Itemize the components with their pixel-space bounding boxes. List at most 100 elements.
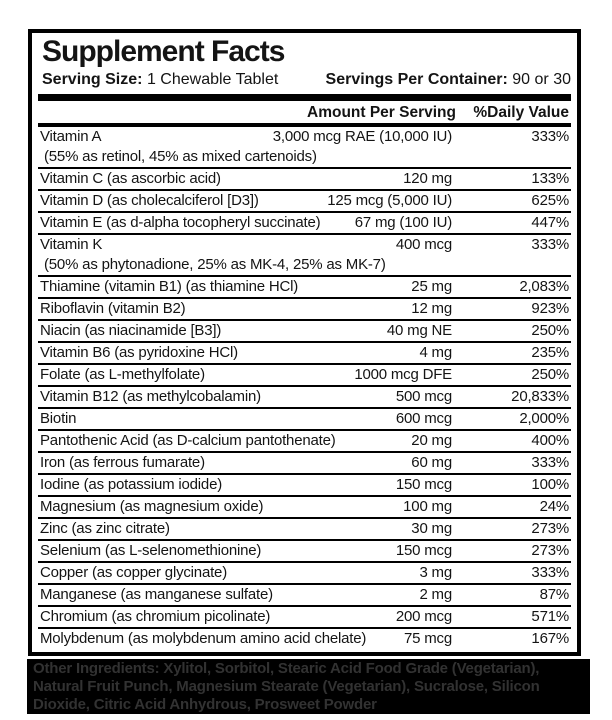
nutrient-row: Iron (as ferrous fumarate) 60 mg 333% [38, 453, 571, 475]
nutrient-row-main: Vitamin A 3,000 mcg RAE (10,000 IU) 333% [38, 127, 571, 147]
nutrient-row-main: Chromium (as chromium picolinate) 200 mc… [38, 607, 571, 627]
nutrient-row-main: Vitamin C (as ascorbic acid) 120 mg 133% [38, 169, 571, 189]
nutrient-row-main: Copper (as copper glycinate) 3 mg 333% [38, 563, 571, 583]
nutrient-daily-value: 100% [531, 476, 569, 493]
nutrient-rows: Vitamin A 3,000 mcg RAE (10,000 IU) 333%… [38, 127, 571, 649]
other-ingredients: Other Ingredients: Xylitol, Sorbitol, St… [27, 659, 590, 714]
nutrient-row: Vitamin B6 (as pyridoxine HCl) 4 mg 235% [38, 343, 571, 365]
nutrient-row-main: Zinc (as zinc citrate) 30 mg 273% [38, 519, 571, 539]
nutrient-daily-value: 250% [531, 322, 569, 339]
nutrient-row: Riboflavin (vitamin B2) 12 mg 923% [38, 299, 571, 321]
nutrient-row-main: Vitamin K 400 mcg 333% [38, 235, 571, 255]
nutrient-daily-value: 273% [531, 542, 569, 559]
nutrient-row: Selenium (as L-selenomethionine) 150 mcg… [38, 541, 571, 563]
nutrient-name: Zinc (as zinc citrate) [40, 520, 170, 537]
other-ingredients-label: Other Ingredients: [33, 660, 160, 677]
nutrient-name: Vitamin E (as d-alpha tocopheryl succina… [40, 214, 321, 231]
nutrient-row-main: Manganese (as manganese sulfate) 2 mg 87… [38, 585, 571, 605]
nutrient-row-main: Folate (as L-methylfolate) 1000 mcg DFE … [38, 365, 571, 385]
column-headers: Amount Per Serving %Daily Value [38, 101, 571, 123]
nutrient-amount: 2 mg [419, 586, 452, 603]
servings-per-container-value: 90 or 30 [512, 71, 571, 88]
nutrient-daily-value: 235% [531, 344, 569, 361]
panel-title: Supplement Facts [42, 35, 285, 68]
nutrient-daily-value: 133% [531, 170, 569, 187]
nutrient-amount: 600 mcg [395, 410, 452, 427]
nutrient-amount: 1000 mcg DFE [354, 366, 452, 383]
nutrient-name: Riboflavin (vitamin B2) [40, 300, 186, 317]
nutrient-row: Vitamin A 3,000 mcg RAE (10,000 IU) 333%… [38, 127, 571, 169]
nutrient-row-main: Vitamin D (as cholecalciferol [D3]) 125 … [38, 191, 571, 211]
nutrient-row: Magnesium (as magnesium oxide) 100 mg 24… [38, 497, 571, 519]
nutrient-name: Pantothenic Acid (as D-calcium pantothen… [40, 432, 336, 449]
nutrient-daily-value: 250% [531, 366, 569, 383]
nutrient-daily-value: 167% [531, 630, 569, 647]
nutrient-row: Iodine (as potassium iodide) 150 mcg 100… [38, 475, 571, 497]
supplement-facts-panel: Supplement Facts Serving Size: 1 Chewabl… [28, 29, 581, 656]
nutrient-daily-value: 400% [531, 432, 569, 449]
nutrient-amount: 4 mg [419, 344, 452, 361]
nutrient-amount: 30 mg [411, 520, 452, 537]
nutrient-row-main: Vitamin E (as d-alpha tocopheryl succina… [38, 213, 571, 233]
nutrient-daily-value: 24% [539, 498, 570, 515]
serving-info: Serving Size: 1 Chewable Tablet Servings… [38, 69, 571, 94]
nutrient-name: Vitamin K [40, 236, 103, 253]
nutrient-daily-value: 87% [539, 586, 570, 603]
column-header-daily-value: %Daily Value [473, 104, 569, 121]
nutrient-name: Iron (as ferrous fumarate) [40, 454, 205, 471]
nutrient-daily-value: 447% [531, 214, 569, 231]
nutrient-name: Iodine (as potassium iodide) [40, 476, 223, 493]
nutrient-name: Folate (as L-methylfolate) [40, 366, 205, 383]
nutrient-row: Vitamin C (as ascorbic acid) 120 mg 133% [38, 169, 571, 191]
nutrient-name: Vitamin B6 (as pyridoxine HCl) [40, 344, 238, 361]
nutrient-daily-value: 2,000% [519, 410, 569, 427]
nutrient-row-main: Iodine (as potassium iodide) 150 mcg 100… [38, 475, 571, 495]
nutrient-name: Niacin (as niacinamide [B3]) [40, 322, 222, 339]
nutrient-row: Vitamin E (as d-alpha tocopheryl succina… [38, 213, 571, 235]
nutrient-row: Biotin 600 mcg 2,000% [38, 409, 571, 431]
nutrient-note: (55% as retinol, 45% as mixed cartenoids… [44, 148, 317, 165]
nutrient-row-main: Thiamine (vitamin B1) (as thiamine HCl) … [38, 277, 571, 297]
nutrient-amount: 150 mcg [395, 476, 452, 493]
serving-size-label: Serving Size: [42, 71, 143, 88]
nutrient-row: Niacin (as niacinamide [B3]) 40 mg NE 25… [38, 321, 571, 343]
nutrient-amount: 500 mcg [395, 388, 452, 405]
nutrient-amount: 150 mcg [395, 542, 452, 559]
serving-size-value: 1 Chewable Tablet [146, 71, 279, 88]
nutrient-row-main: Iron (as ferrous fumarate) 60 mg 333% [38, 453, 571, 473]
nutrient-name: Magnesium (as magnesium oxide) [40, 498, 264, 515]
nutrient-row-main: Molybdenum (as molybdenum amino acid che… [38, 629, 571, 649]
nutrient-row-main: Biotin 600 mcg 2,000% [38, 409, 571, 429]
divider-thick [38, 94, 571, 101]
nutrient-row: Zinc (as zinc citrate) 30 mg 273% [38, 519, 571, 541]
nutrient-row-main: Riboflavin (vitamin B2) 12 mg 923% [38, 299, 571, 319]
nutrient-row-main: Vitamin B12 (as methylcobalamin) 500 mcg… [38, 387, 571, 407]
serving-size: Serving Size: 1 Chewable Tablet [42, 70, 278, 90]
nutrient-daily-value: 333% [531, 564, 569, 581]
nutrient-amount: 100 mg [403, 498, 452, 515]
nutrient-row: Vitamin D (as cholecalciferol [D3]) 125 … [38, 191, 571, 213]
nutrient-name: Vitamin B12 (as methylcobalamin) [40, 388, 261, 405]
nutrient-amount: 40 mg NE [386, 322, 452, 339]
nutrient-amount: 12 mg [411, 300, 452, 317]
nutrient-name: Selenium (as L-selenomethionine) [40, 542, 262, 559]
nutrient-name: Molybdenum (as molybdenum amino acid che… [40, 630, 367, 647]
nutrient-row: Manganese (as manganese sulfate) 2 mg 87… [38, 585, 571, 607]
nutrient-name: Copper (as copper glycinate) [40, 564, 227, 581]
nutrient-name: Chromium (as chromium picolinate) [40, 608, 271, 625]
nutrient-row: Pantothenic Acid (as D-calcium pantothen… [38, 431, 571, 453]
nutrient-amount: 60 mg [411, 454, 452, 471]
other-ingredients-text: Xylitol, Sorbitol, Stearic Acid Food Gra… [33, 660, 540, 713]
nutrient-row: Chromium (as chromium picolinate) 200 mc… [38, 607, 571, 629]
nutrient-row-main: Vitamin B6 (as pyridoxine HCl) 4 mg 235% [38, 343, 571, 363]
nutrient-note: (50% as phytonadione, 25% as MK-4, 25% a… [44, 256, 386, 273]
servings-per-container-label: Servings Per Container: [325, 71, 508, 88]
nutrient-name: Vitamin D (as cholecalciferol [D3]) [40, 192, 259, 209]
nutrient-name: Thiamine (vitamin B1) (as thiamine HCl) [40, 278, 299, 295]
nutrient-daily-value: 571% [531, 608, 569, 625]
nutrient-amount: 20 mg [411, 432, 452, 449]
nutrient-daily-value: 625% [531, 192, 569, 209]
nutrient-daily-value: 333% [531, 454, 569, 471]
nutrient-daily-value: 273% [531, 520, 569, 537]
